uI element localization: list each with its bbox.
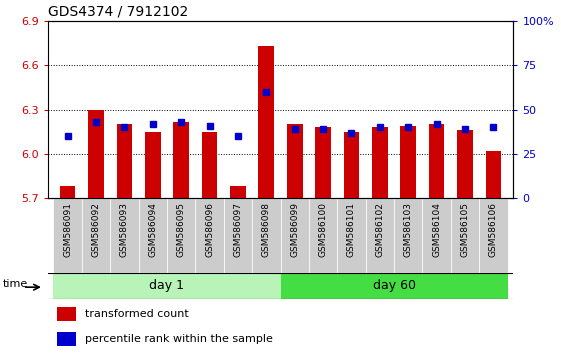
Text: GDS4374 / 7912102: GDS4374 / 7912102: [48, 5, 188, 19]
Bar: [372, 127, 388, 198]
Bar: [60, 187, 75, 198]
Text: transformed count: transformed count: [85, 309, 188, 319]
Text: GSM586098: GSM586098: [262, 202, 271, 257]
Bar: [145, 132, 160, 198]
Text: GSM586095: GSM586095: [177, 202, 186, 257]
Text: GSM586100: GSM586100: [319, 202, 328, 257]
Bar: [337, 198, 366, 273]
Text: GSM586091: GSM586091: [63, 202, 72, 257]
Bar: [230, 187, 246, 198]
Text: time: time: [2, 279, 27, 289]
Bar: [88, 110, 104, 198]
Text: GSM586092: GSM586092: [91, 202, 100, 257]
Bar: [53, 273, 280, 299]
Text: GSM586097: GSM586097: [233, 202, 242, 257]
Text: GSM586103: GSM586103: [404, 202, 413, 257]
Text: GSM586101: GSM586101: [347, 202, 356, 257]
Bar: [53, 198, 82, 273]
Bar: [167, 198, 195, 273]
Bar: [401, 126, 416, 198]
Bar: [224, 198, 252, 273]
Bar: [173, 121, 189, 198]
Text: GSM586099: GSM586099: [290, 202, 299, 257]
Bar: [486, 151, 501, 198]
Bar: [451, 198, 479, 273]
Text: GSM586105: GSM586105: [461, 202, 470, 257]
Text: percentile rank within the sample: percentile rank within the sample: [85, 334, 273, 344]
Bar: [139, 198, 167, 273]
Text: day 1: day 1: [149, 279, 185, 292]
Text: GSM586102: GSM586102: [375, 202, 384, 257]
Bar: [479, 198, 508, 273]
Bar: [366, 198, 394, 273]
Bar: [117, 125, 132, 198]
Text: GSM586093: GSM586093: [120, 202, 129, 257]
Bar: [394, 198, 422, 273]
Bar: [315, 127, 331, 198]
Bar: [309, 198, 337, 273]
Bar: [57, 332, 76, 346]
Bar: [110, 198, 139, 273]
Bar: [344, 132, 359, 198]
Text: GSM586096: GSM586096: [205, 202, 214, 257]
Bar: [259, 46, 274, 198]
Bar: [287, 125, 302, 198]
Bar: [202, 132, 217, 198]
Text: GSM586104: GSM586104: [432, 202, 441, 257]
Text: day 60: day 60: [373, 279, 416, 292]
Text: GSM586106: GSM586106: [489, 202, 498, 257]
Bar: [82, 198, 110, 273]
Bar: [422, 198, 451, 273]
Bar: [252, 198, 280, 273]
Bar: [457, 130, 473, 198]
Bar: [280, 198, 309, 273]
Bar: [280, 273, 508, 299]
Bar: [195, 198, 224, 273]
Bar: [429, 125, 444, 198]
Text: GSM586094: GSM586094: [148, 202, 157, 257]
Bar: [57, 307, 76, 321]
